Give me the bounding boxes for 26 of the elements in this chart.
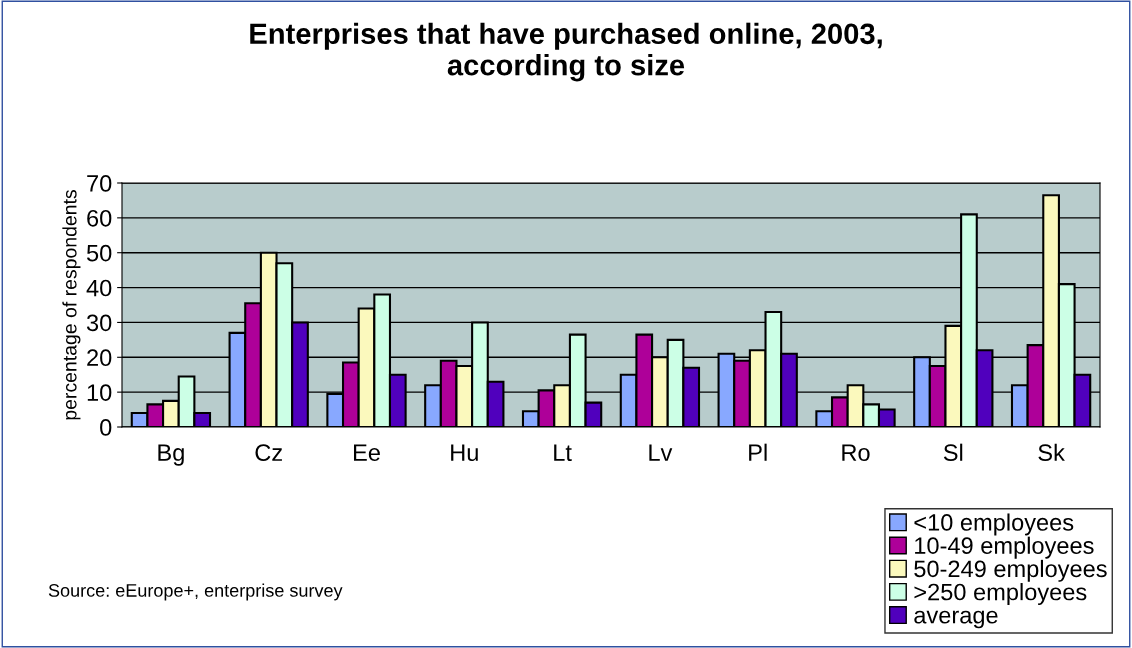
x-tick-label: Sk: [1038, 443, 1065, 462]
y-tick-label: 60: [87, 209, 112, 227]
x-tick-label: Lv: [649, 444, 673, 461]
x-tick-label: Sl: [943, 443, 963, 462]
chart-title: Enterprises that have purchased online, 2003, according to size: [250, 22, 882, 82]
legend-label: 50-249 employees: [914, 559, 1107, 582]
legend-label: 10-49 employees: [915, 536, 1094, 559]
y-tick-label: 40: [86, 279, 112, 297]
y-tick-label: 0: [100, 419, 112, 436]
legend-label: >250 employees: [914, 583, 1087, 606]
x-tick-label: Ee: [354, 444, 380, 462]
legend-label: average: [914, 610, 998, 629]
y-tick-label: 50: [86, 244, 112, 262]
legend-label: <10 employees: [914, 513, 1074, 536]
source-note: Source: eEurope+, enterprise survey: [48, 583, 343, 601]
y-axis-title: percentage of respondents: [62, 190, 81, 420]
x-tick-label: Lt: [554, 444, 572, 461]
y-tick-label: 20: [87, 349, 112, 367]
y-tick-label: 30: [86, 314, 112, 332]
x-tick-label: Bg: [158, 444, 184, 466]
y-tick-label: 10: [87, 384, 112, 401]
x-tick-label: Pl: [749, 443, 767, 461]
x-tick-label: Cz: [255, 444, 282, 462]
x-tick-label: Ro: [842, 444, 870, 462]
x-tick-label: Hu: [451, 444, 478, 462]
y-tick-label: 70: [87, 175, 112, 192]
